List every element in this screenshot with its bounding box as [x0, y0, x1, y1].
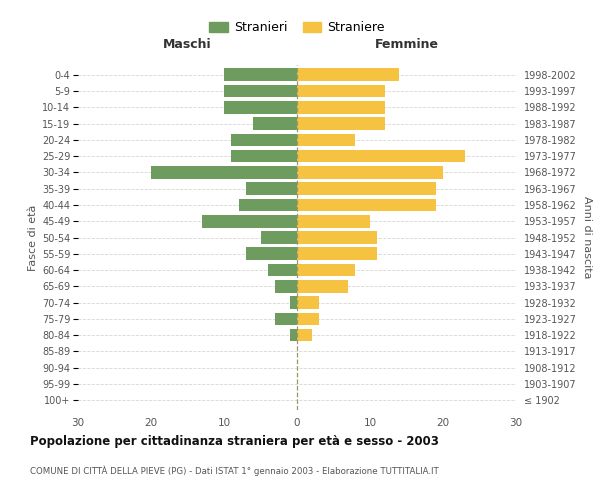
Bar [297, 329, 311, 342]
Legend: Stranieri, Straniere: Stranieri, Straniere [204, 16, 390, 39]
Bar [297, 150, 465, 162]
Text: COMUNE DI CITTÀ DELLA PIEVE (PG) - Dati ISTAT 1° gennaio 2003 - Elaborazione TUT: COMUNE DI CITTÀ DELLA PIEVE (PG) - Dati … [30, 465, 439, 475]
Bar [297, 101, 385, 114]
Y-axis label: Fasce di età: Fasce di età [28, 204, 38, 270]
Bar [297, 117, 385, 130]
Bar [297, 231, 377, 244]
Bar [297, 312, 319, 325]
Bar [232, 150, 297, 162]
Bar [297, 84, 385, 98]
Bar [232, 134, 297, 146]
Bar [268, 264, 297, 276]
Bar [297, 296, 319, 309]
Bar [297, 248, 377, 260]
Y-axis label: Anni di nascita: Anni di nascita [582, 196, 592, 279]
Bar [224, 101, 297, 114]
Bar [151, 166, 297, 179]
Bar [260, 231, 297, 244]
Bar [275, 312, 297, 325]
Bar [297, 280, 348, 292]
Bar [297, 134, 355, 146]
Bar [297, 182, 436, 195]
Bar [290, 329, 297, 342]
Bar [224, 68, 297, 81]
Bar [297, 215, 370, 228]
Bar [290, 296, 297, 309]
Bar [246, 248, 297, 260]
Bar [297, 198, 436, 211]
Text: Popolazione per cittadinanza straniera per età e sesso - 2003: Popolazione per cittadinanza straniera p… [30, 435, 439, 448]
Bar [246, 182, 297, 195]
Bar [239, 198, 297, 211]
Bar [253, 117, 297, 130]
Text: Femmine: Femmine [374, 38, 439, 51]
Bar [297, 264, 355, 276]
Bar [297, 166, 443, 179]
Text: Maschi: Maschi [163, 38, 212, 51]
Bar [202, 215, 297, 228]
Bar [224, 84, 297, 98]
Bar [275, 280, 297, 292]
Bar [297, 68, 399, 81]
